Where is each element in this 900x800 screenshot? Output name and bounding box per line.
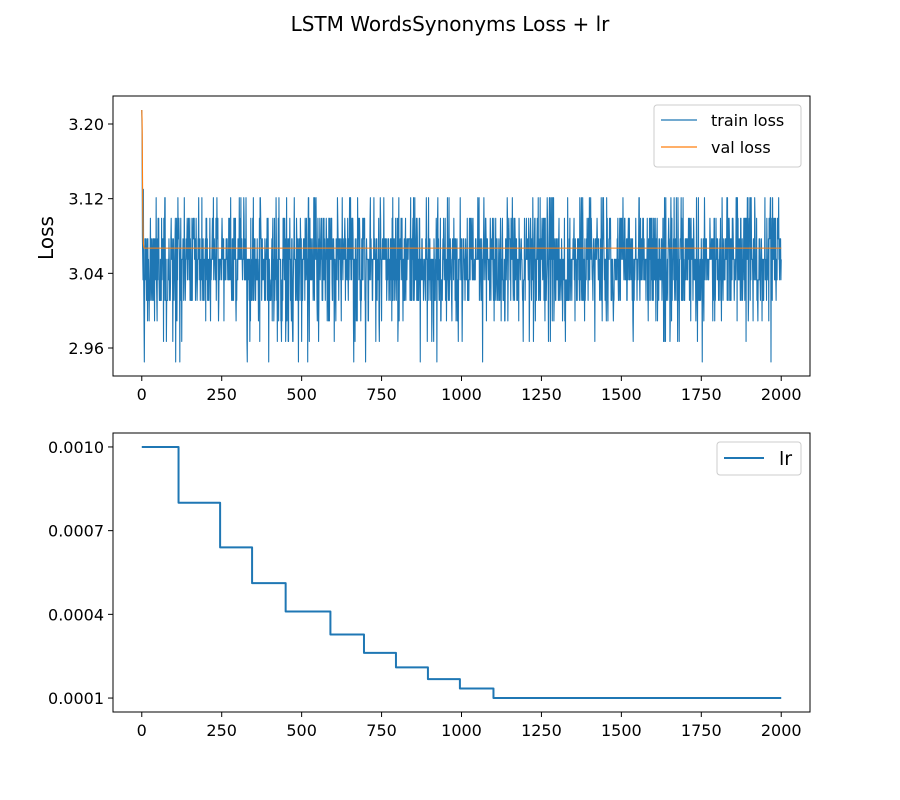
loss-xtick-label: 1500: [601, 385, 642, 404]
loss-legend: train loss val loss: [653, 104, 802, 168]
loss-xtick-label: 2000: [761, 385, 802, 404]
lr-xtick-label: 500: [286, 721, 317, 740]
loss-series-lines: [141, 109, 782, 363]
lr-series-lines: [141, 445, 782, 700]
loss-xtick-label: 1750: [681, 385, 722, 404]
lr-xtick-label: 750: [366, 721, 397, 740]
loss-subplot: 0 250 500 750 1000 1250 1500 1750 2000 2.96 3.04 3.…: [34, 95, 811, 404]
loss-ytick-label: 3.12: [68, 190, 104, 209]
lr-legend: lr: [716, 441, 802, 476]
lr-axes-frame: [112, 432, 811, 713]
legend-train-loss-label: train loss: [711, 111, 784, 130]
lr-xtick-label: 1750: [681, 721, 722, 740]
lr-ytick-label: 0.0007: [48, 522, 104, 541]
lr-xtick-label: 1250: [521, 721, 562, 740]
lr-xtick-label: 250: [206, 721, 237, 740]
loss-axis-ticks: 0 250 500 750 1000 1250 1500 1750 2000 2.96 3.04 3.…: [68, 115, 801, 404]
lr-subplot: 0 250 500 750 1000 1250 1500 1750 2000 0.0001 0.00…: [48, 432, 811, 740]
loss-xtick-label: 750: [366, 385, 397, 404]
lr-axis-ticks: 0 250 500 750 1000 1250 1500 1750 2000 0.0001 0.00…: [48, 438, 802, 740]
loss-ytick-label: 3.20: [68, 115, 104, 134]
loss-xtick-label: 1250: [521, 385, 562, 404]
loss-ylabel: Loss: [34, 216, 58, 260]
lr-plot-area: [113, 433, 810, 712]
legend-lr-label: lr: [779, 448, 792, 470]
loss-ytick-label: 3.04: [68, 264, 104, 283]
series-line-train-loss: [141, 109, 782, 363]
lr-xtick-label: 2000: [761, 721, 802, 740]
lr-ytick-label: 0.0004: [48, 605, 104, 624]
lr-ytick-label: 0.0001: [48, 689, 104, 708]
loss-axes-frame: [112, 95, 811, 377]
chart-title: LSTM WordsSynonyms Loss + lr: [291, 12, 611, 36]
loss-xtick-label: 1000: [441, 385, 482, 404]
lr-ytick-label: 0.0010: [48, 438, 104, 457]
series-line-val-loss: [141, 109, 782, 249]
lr-xtick-label: 0: [137, 721, 147, 740]
lr-xtick-label: 1000: [441, 721, 482, 740]
series-line-lr: [141, 445, 782, 700]
loss-xtick-label: 250: [206, 385, 237, 404]
loss-xtick-label: 0: [137, 385, 147, 404]
loss-ytick-label: 2.96: [68, 339, 104, 358]
lr-xtick-label: 1500: [601, 721, 642, 740]
loss-xtick-label: 500: [286, 385, 317, 404]
legend-val-loss-label: val loss: [711, 138, 771, 157]
